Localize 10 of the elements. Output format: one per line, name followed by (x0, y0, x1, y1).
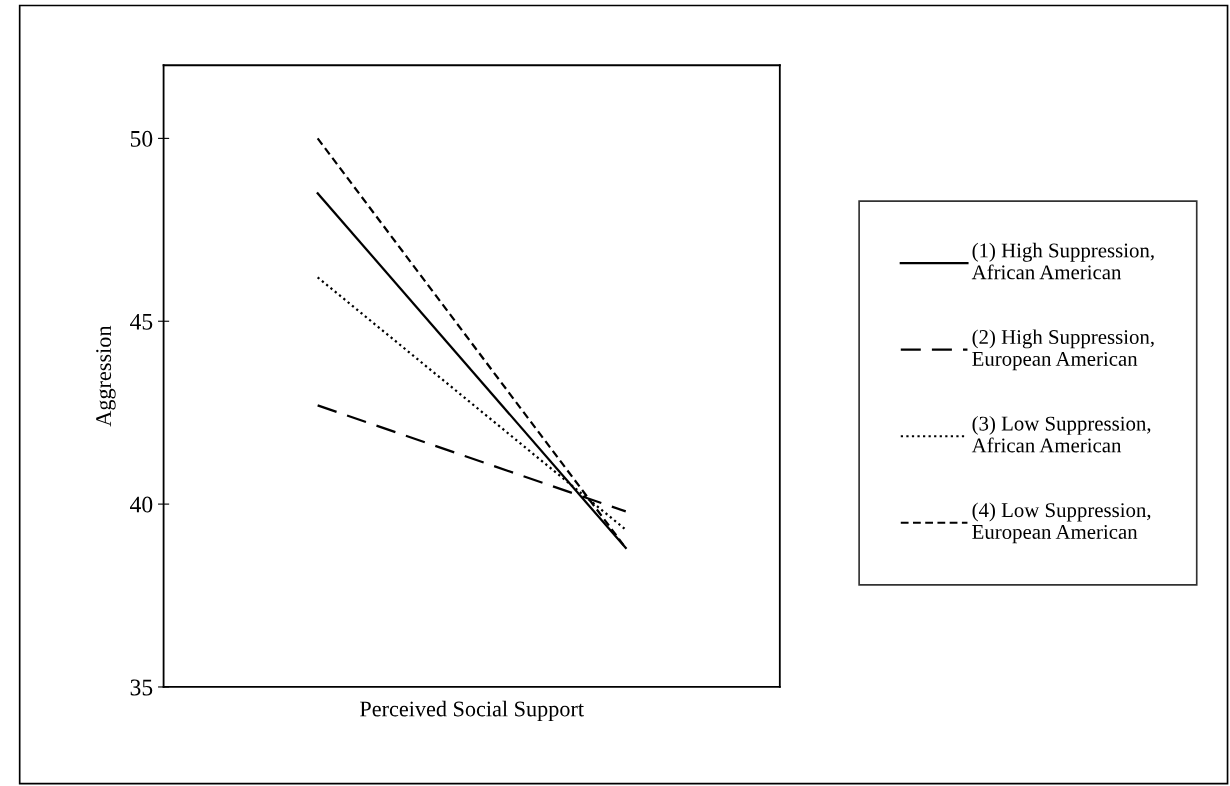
legend-label: (1) High Suppression, African American (971, 242, 1154, 280)
y-axis-title: Aggression (96, 325, 116, 427)
legend-label: (2) High Suppression, European American (972, 329, 1154, 371)
legend-label: (4) Low Suppression, European American (972, 502, 1151, 544)
x-axis-title: Perceived Social Support (360, 700, 584, 722)
y-tick-label: 35 (130, 679, 153, 696)
y-tick-label: 40 (130, 496, 153, 513)
legend-label: (3) Low Suppression, African American (971, 415, 1151, 453)
y-tick-label: 50 (130, 130, 153, 147)
y-tick-label: 45 (130, 313, 153, 330)
